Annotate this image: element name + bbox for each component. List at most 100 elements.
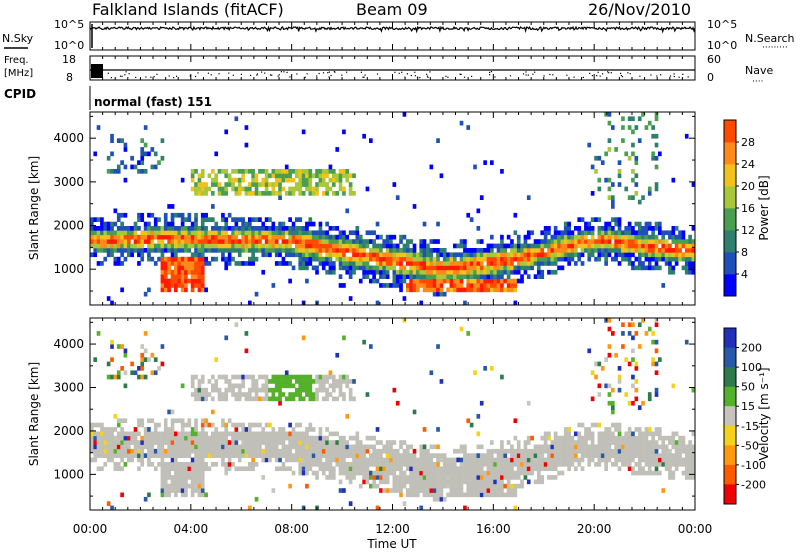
power-cell [523, 265, 528, 271]
power-cell [342, 265, 346, 271]
velocity-cell [520, 479, 524, 485]
power-cell [644, 230, 649, 236]
velocity-cell [469, 475, 474, 480]
power-cell [637, 116, 642, 122]
velocity-cell [379, 448, 383, 454]
velocity-cell [251, 435, 255, 441]
velocity-cell [214, 440, 219, 445]
colorbar-tick-label: 15 [741, 400, 755, 413]
power-cell [543, 234, 548, 240]
velocity-cell [422, 453, 427, 458]
velocity-cell [90, 431, 94, 437]
power-cell [429, 261, 434, 266]
velocity-cell [614, 352, 618, 358]
power-cell [113, 243, 118, 249]
velocity-cell [261, 440, 266, 445]
power-cell [483, 278, 487, 284]
power-cell [375, 252, 380, 258]
velocity-cell [385, 470, 390, 476]
velocity-cell [429, 492, 434, 498]
power-cell [211, 230, 215, 236]
velocity-cell [342, 470, 346, 476]
velocity-cell [526, 466, 531, 472]
velocity-cell [271, 435, 276, 441]
power-cell [268, 182, 272, 187]
power-cell [133, 226, 138, 231]
power-cell [486, 252, 491, 258]
nave-point [426, 75, 429, 77]
velocity-cell [160, 431, 165, 437]
power-cell [93, 248, 98, 253]
velocity-cell [315, 475, 319, 480]
power-cell [180, 243, 185, 249]
power-cell [436, 138, 440, 143]
power-cell [127, 234, 131, 240]
power-cell [362, 274, 366, 279]
velocity-cell [691, 431, 696, 437]
power-cell [419, 256, 424, 262]
power-cell [338, 169, 343, 174]
power-cell [358, 256, 363, 262]
velocity-cell [338, 383, 343, 389]
velocity-cell [436, 453, 440, 458]
velocity-cell [553, 435, 558, 441]
velocity-cell [490, 457, 494, 463]
velocity-cell [429, 457, 434, 463]
velocity-cell [426, 457, 430, 463]
power-cell [557, 234, 561, 240]
power-cell [338, 230, 343, 236]
velocity-cell [446, 457, 450, 463]
power-cell [372, 256, 376, 262]
velocity-cell [389, 488, 393, 493]
power-cell [278, 243, 282, 249]
velocity-cell [268, 422, 272, 428]
velocity-cell [335, 453, 340, 458]
velocity-cell [291, 427, 296, 432]
velocity-cell [607, 318, 612, 323]
power-cell [456, 269, 461, 275]
velocity-cell [184, 475, 188, 480]
velocity-cell [264, 435, 269, 441]
velocity-cell [328, 444, 333, 450]
velocity-cell [268, 457, 272, 463]
velocity-cell [513, 492, 518, 498]
velocity-cell [120, 453, 124, 458]
power-cell [375, 261, 380, 266]
power-cell [153, 151, 158, 157]
power-cell [436, 291, 440, 297]
power-cell [637, 138, 642, 143]
power-cell [157, 160, 161, 165]
power-cell [422, 243, 427, 249]
velocity-cell [284, 379, 289, 384]
velocity-cell [332, 396, 336, 402]
velocity-cell [116, 370, 121, 376]
power-cell [567, 256, 571, 262]
power-cell [392, 283, 397, 288]
power-cell [533, 239, 538, 244]
velocity-cell [580, 448, 585, 454]
velocity-cell [419, 444, 424, 450]
power-cell [496, 248, 501, 253]
nave-point [419, 77, 421, 79]
velocity-cell [661, 435, 666, 441]
power-cell [641, 234, 645, 240]
power-cell [530, 261, 534, 266]
power-cell [160, 243, 165, 249]
velocity-cell [668, 440, 672, 445]
velocity-cell [631, 457, 635, 463]
velocity-cell [234, 448, 239, 454]
range-tick-label: 1000 [53, 467, 84, 481]
power-cell [469, 265, 474, 271]
velocity-cell [214, 387, 219, 393]
power-cell [483, 256, 487, 262]
power-cell [237, 177, 242, 183]
velocity-cell [231, 374, 235, 380]
power-cell [200, 182, 205, 187]
power-cell [207, 173, 212, 179]
velocity-cell [547, 457, 551, 463]
velocity-cell [194, 479, 198, 485]
velocity-cell [194, 466, 198, 472]
power-cell [237, 239, 242, 244]
velocity-cell [426, 462, 430, 467]
power-cell [412, 243, 417, 249]
